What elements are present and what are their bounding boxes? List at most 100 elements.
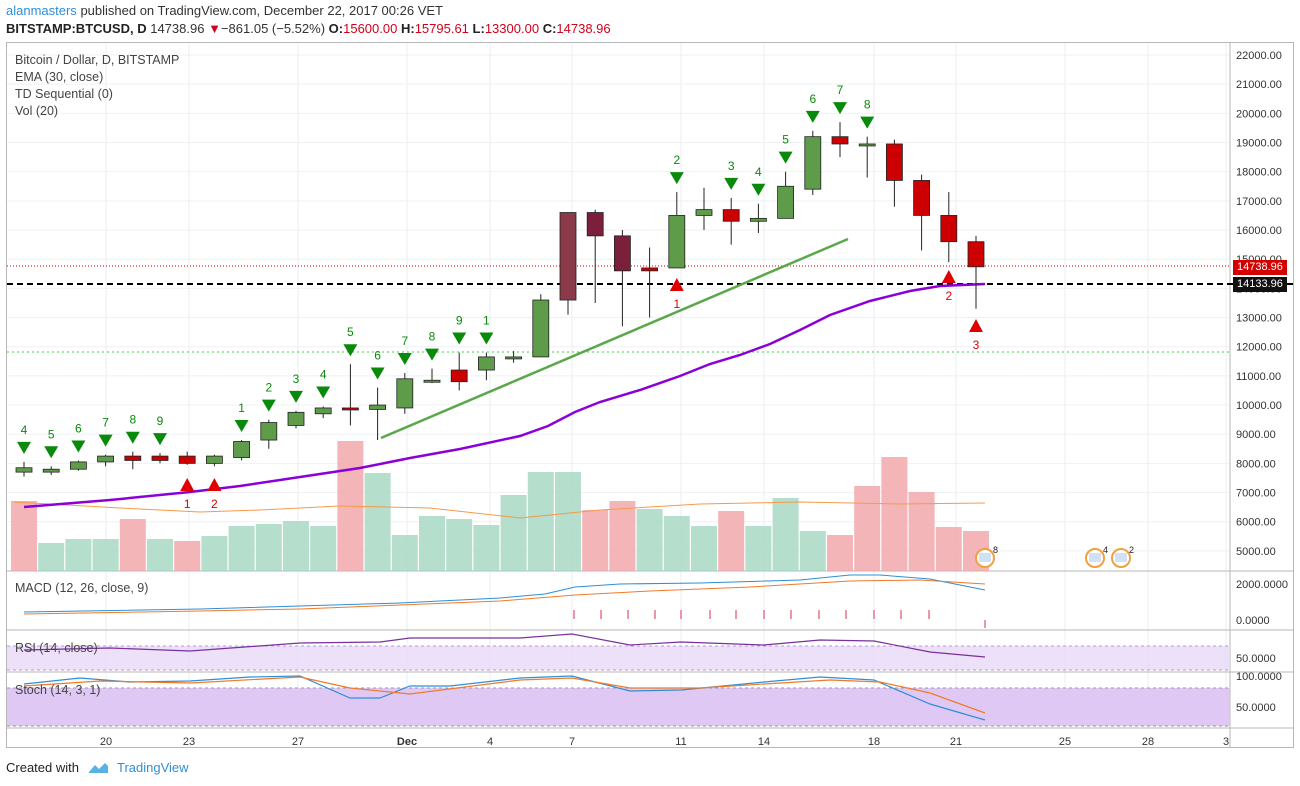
td-buy-arrow-icon bbox=[207, 478, 222, 491]
rsi-axis-label: 50.0000 bbox=[1236, 653, 1276, 665]
volume-bar bbox=[718, 511, 745, 571]
candle-body bbox=[668, 215, 686, 269]
td-sell-count: 5 bbox=[347, 325, 354, 339]
x-tick-label: 23 bbox=[183, 736, 195, 748]
td-sell-arrow-icon bbox=[805, 110, 820, 123]
macd-axis-label: 2000.0000 bbox=[1236, 579, 1288, 591]
stoch-k-line bbox=[23, 675, 986, 721]
td-sell-count: 7 bbox=[837, 83, 844, 97]
td-sell-count: 5 bbox=[48, 427, 55, 441]
event-count: 8 bbox=[993, 545, 998, 555]
x-tick-label: 25 bbox=[1059, 736, 1071, 748]
us-flag-icon bbox=[1115, 553, 1127, 562]
volume-bar bbox=[745, 526, 772, 571]
macd-line bbox=[23, 574, 986, 613]
volume-bar bbox=[147, 539, 173, 571]
td-buy-count: 1 bbox=[673, 297, 680, 311]
td-sell-count: 6 bbox=[374, 349, 381, 363]
candle-body bbox=[750, 217, 767, 222]
candle-body bbox=[940, 215, 958, 243]
td-sell-arrow-icon bbox=[44, 446, 59, 459]
ohlc-line: BITSTAMP:BTCUSD, D 14738.96 ▼−861.05 (−5… bbox=[6, 21, 611, 36]
candle-body bbox=[722, 209, 740, 222]
y-tick-label: 6000.00 bbox=[1236, 517, 1276, 529]
td-sell-arrow-icon bbox=[860, 116, 875, 129]
candle-body bbox=[97, 455, 114, 463]
macd-axis-label: 0.0000 bbox=[1236, 615, 1270, 627]
volume-bar bbox=[527, 472, 554, 571]
td-sell-count: 1 bbox=[238, 401, 245, 415]
candle-body bbox=[396, 378, 414, 409]
candle-body bbox=[831, 136, 849, 145]
td-buy-count: 2 bbox=[945, 289, 952, 303]
y-tick-label: 11000.00 bbox=[1236, 371, 1281, 383]
volume-bar bbox=[201, 536, 228, 571]
td-sell-arrow-icon bbox=[724, 177, 739, 190]
volume-bar bbox=[419, 516, 445, 571]
y-tick-label: 12000.00 bbox=[1236, 342, 1282, 354]
candle-body bbox=[260, 422, 278, 441]
td-sell-arrow-icon bbox=[479, 332, 494, 345]
volume-bar bbox=[827, 535, 853, 571]
td-sell-arrow-icon bbox=[125, 431, 140, 444]
event-count: 2 bbox=[1129, 545, 1134, 555]
candle-body bbox=[777, 185, 794, 219]
legend-td: TD Sequential (0) bbox=[15, 87, 113, 101]
legend-macd: MACD (12, 26, close, 9) bbox=[15, 581, 149, 595]
td-sell-arrow-icon bbox=[98, 434, 113, 447]
candle-body bbox=[15, 467, 33, 473]
x-tick-label: 21 bbox=[950, 736, 962, 748]
close-value: 14738.96 bbox=[556, 21, 611, 36]
x-tick-label: 7 bbox=[569, 736, 575, 748]
td-sell-arrow-icon bbox=[397, 352, 412, 365]
volume-bar bbox=[283, 521, 309, 571]
td-sell-count: 6 bbox=[809, 92, 816, 106]
volume-ma-line bbox=[13, 501, 986, 519]
td-sell-arrow-icon bbox=[316, 386, 331, 399]
td-sell-count: 1 bbox=[483, 314, 490, 328]
y-tick-label: 13000.00 bbox=[1236, 313, 1282, 325]
volume-bar bbox=[364, 473, 391, 571]
volume-bar bbox=[174, 541, 201, 571]
author-link[interactable]: alanmasters bbox=[6, 3, 77, 18]
candle-body bbox=[70, 461, 87, 470]
td-sell-count: 3 bbox=[293, 372, 300, 386]
volume-bar bbox=[119, 519, 146, 571]
line-price-tag: 14133.96 bbox=[1233, 277, 1287, 292]
legend-ema: EMA (30, close) bbox=[15, 70, 104, 84]
chart-frame[interactable] bbox=[6, 42, 1294, 748]
candle-body bbox=[233, 441, 251, 458]
candle-body bbox=[695, 209, 713, 216]
y-tick-label: 10000.00 bbox=[1236, 400, 1282, 412]
td-sell-arrow-icon bbox=[452, 332, 467, 345]
td-sell-count: 4 bbox=[21, 423, 28, 437]
us-flag-icon bbox=[1089, 553, 1101, 562]
volume-bar bbox=[881, 457, 908, 571]
volume-bar bbox=[92, 539, 119, 571]
x-tick-label: 4 bbox=[487, 736, 493, 748]
candle-body bbox=[450, 369, 468, 383]
candle-body bbox=[532, 299, 550, 358]
candle-body bbox=[287, 411, 305, 426]
td-sell-arrow-icon bbox=[370, 367, 385, 380]
volume-bar bbox=[65, 539, 92, 571]
open-value: 15600.00 bbox=[343, 21, 398, 36]
legend-stoch: Stoch (14, 3, 1) bbox=[15, 683, 101, 697]
candle-body bbox=[151, 455, 169, 461]
main-legend: Bitcoin / Dollar, D, BITSTAMP EMA (30, c… bbox=[15, 52, 179, 120]
volume-bar bbox=[663, 516, 690, 571]
candle-body bbox=[858, 143, 876, 147]
volume-bar bbox=[11, 501, 37, 571]
td-sell-arrow-icon bbox=[289, 390, 303, 403]
volume-bar bbox=[799, 531, 826, 571]
volume-bar bbox=[310, 526, 337, 571]
td-buy-arrow-icon bbox=[969, 319, 983, 332]
tradingview-link[interactable]: TradingView bbox=[116, 760, 189, 775]
td-sell-arrow-icon bbox=[425, 348, 439, 361]
volume-bar bbox=[228, 526, 255, 571]
trend-line bbox=[380, 237, 849, 440]
candle-body bbox=[205, 455, 223, 464]
td-sell-count: 5 bbox=[782, 133, 789, 147]
high-value: 15795.61 bbox=[414, 21, 469, 36]
